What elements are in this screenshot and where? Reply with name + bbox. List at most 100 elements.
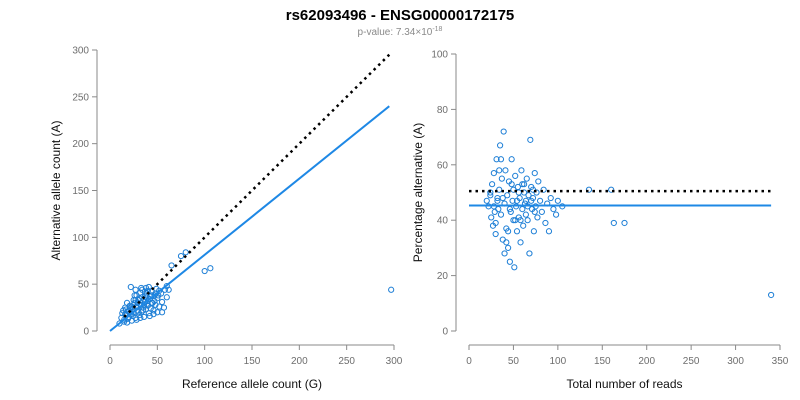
allele-y-tick-label: 50 bbox=[78, 280, 90, 291]
percent-data-point bbox=[489, 181, 496, 188]
allele-x-tick-label: 50 bbox=[152, 356, 164, 367]
percent-data-point bbox=[487, 192, 494, 199]
percent-data-point bbox=[494, 197, 501, 204]
allele-data-point bbox=[137, 314, 144, 321]
percent-data-point bbox=[608, 186, 615, 193]
allele-data-point bbox=[168, 262, 175, 269]
allele-x-tick-label: 150 bbox=[244, 356, 261, 367]
percent-data-point bbox=[512, 217, 519, 224]
percent-data-point bbox=[525, 192, 532, 199]
allele-y-tick-label: 250 bbox=[72, 92, 89, 103]
allele-data-point bbox=[138, 302, 145, 309]
percent-data-point bbox=[585, 186, 593, 193]
percent-data-point bbox=[529, 186, 537, 193]
percent-data-point bbox=[503, 239, 510, 246]
chart-title: rs62093496 - ENSG00000172175 bbox=[286, 7, 515, 24]
percent-data-point bbox=[554, 197, 561, 204]
allele-reference-line bbox=[123, 53, 391, 318]
chart-subtitle: p-value: 7.34×10-18 bbox=[358, 26, 443, 38]
percent-data-point bbox=[542, 219, 549, 227]
percent-data-point bbox=[506, 258, 513, 265]
allele-data-point bbox=[145, 283, 152, 291]
percent-data-point bbox=[518, 167, 525, 174]
percent-data-point bbox=[510, 217, 517, 224]
percent-data-point bbox=[519, 181, 526, 188]
allele-data-point bbox=[122, 306, 130, 313]
percent-y-tick-label: 0 bbox=[442, 327, 448, 338]
percent-x-axis-label: Total number of reads bbox=[566, 377, 682, 391]
allele-data-point bbox=[127, 283, 134, 291]
allele-y-tick-label: 300 bbox=[72, 46, 89, 57]
percent-data-point bbox=[488, 214, 495, 221]
allele-y-tick-label: 200 bbox=[72, 139, 89, 150]
percent-data-point bbox=[510, 186, 517, 193]
percent-y-axis-label: Percentage alternative (A) bbox=[411, 123, 425, 262]
allele-data-point bbox=[182, 249, 189, 256]
percent-data-point bbox=[490, 170, 497, 177]
percent-data-point bbox=[513, 228, 521, 235]
percent-x-tick-label: 200 bbox=[638, 356, 655, 367]
allele-count-panel: 0 50 100 150 200 250 300 0 50 100 150 200 250 300 Refe… bbox=[49, 46, 403, 392]
percent-data-point bbox=[509, 197, 516, 204]
allele-data-point bbox=[123, 299, 131, 306]
percent-y-tick-label: 20 bbox=[437, 271, 449, 282]
allele-x-tick-label: 0 bbox=[107, 356, 113, 367]
percent-data-point bbox=[492, 219, 499, 227]
percent-data-point bbox=[517, 239, 524, 246]
percent-y-tick-label: 80 bbox=[437, 105, 449, 116]
percent-x-tick-label: 300 bbox=[727, 356, 744, 367]
percent-data-point bbox=[524, 217, 531, 224]
percent-data-point bbox=[545, 228, 553, 235]
allele-data-point bbox=[158, 298, 166, 306]
percent-data-point bbox=[504, 244, 512, 251]
allele-x-axis-label: Reference allele count (G) bbox=[182, 377, 322, 391]
percent-data-point bbox=[499, 194, 506, 202]
percent-x-tick-label: 150 bbox=[594, 356, 611, 367]
percent-data-point bbox=[520, 222, 527, 229]
percent-data-point bbox=[499, 236, 506, 243]
p-value-exponent: -18 bbox=[432, 26, 442, 33]
percent-data-point bbox=[483, 197, 490, 204]
allele-x-tick-label: 100 bbox=[196, 356, 213, 367]
percent-y-tick-label: 60 bbox=[437, 160, 449, 171]
percent-data-point bbox=[535, 178, 542, 185]
percent-data-point bbox=[530, 228, 537, 235]
percent-data-point bbox=[513, 197, 521, 204]
allele-x-tick-label: 250 bbox=[338, 356, 355, 367]
allele-data-point bbox=[207, 265, 214, 272]
percent-data-point bbox=[522, 211, 529, 218]
percent-data-point bbox=[621, 219, 628, 227]
percent-x-tick-label: 100 bbox=[550, 356, 567, 367]
percent-data-point bbox=[547, 194, 554, 202]
percent-data-point bbox=[500, 128, 507, 135]
percent-data-point bbox=[531, 170, 538, 177]
allele-data-point bbox=[177, 252, 185, 260]
allele-data-point bbox=[201, 267, 208, 275]
percent-data-point bbox=[610, 219, 617, 227]
percent-data-point bbox=[508, 181, 515, 188]
percent-data-point bbox=[515, 189, 522, 196]
allele-data-point bbox=[141, 288, 149, 295]
percent-data-point bbox=[526, 250, 533, 257]
allele-data-point bbox=[140, 313, 148, 321]
percent-data-point bbox=[522, 197, 529, 204]
allele-data-point bbox=[151, 297, 158, 305]
percent-x-tick-label: 50 bbox=[508, 356, 520, 367]
percent-x-tick-label: 250 bbox=[683, 356, 700, 367]
percent-data-point bbox=[493, 156, 500, 163]
percentage-alternative-panel: 0 20 40 60 80 100 0 50 100 150 200 250 300 350 Total n… bbox=[411, 50, 789, 392]
p-value-text: p-value: 7.34×10 bbox=[358, 27, 433, 38]
percent-data-point bbox=[523, 175, 530, 182]
percent-data-point bbox=[504, 228, 512, 235]
allele-fit-line bbox=[109, 105, 390, 332]
percent-data-point bbox=[507, 208, 514, 215]
percent-y-tick-label: 100 bbox=[431, 50, 448, 61]
percent-y-tick-label: 40 bbox=[437, 216, 449, 227]
allele-y-axis-label: Alternative allele count (A) bbox=[49, 120, 63, 260]
allele-x-tick-label: 200 bbox=[291, 356, 308, 367]
allele-data-point bbox=[141, 293, 149, 300]
percent-data-point bbox=[550, 206, 557, 213]
percent-data-point bbox=[527, 136, 534, 143]
percent-data-point bbox=[497, 156, 505, 163]
